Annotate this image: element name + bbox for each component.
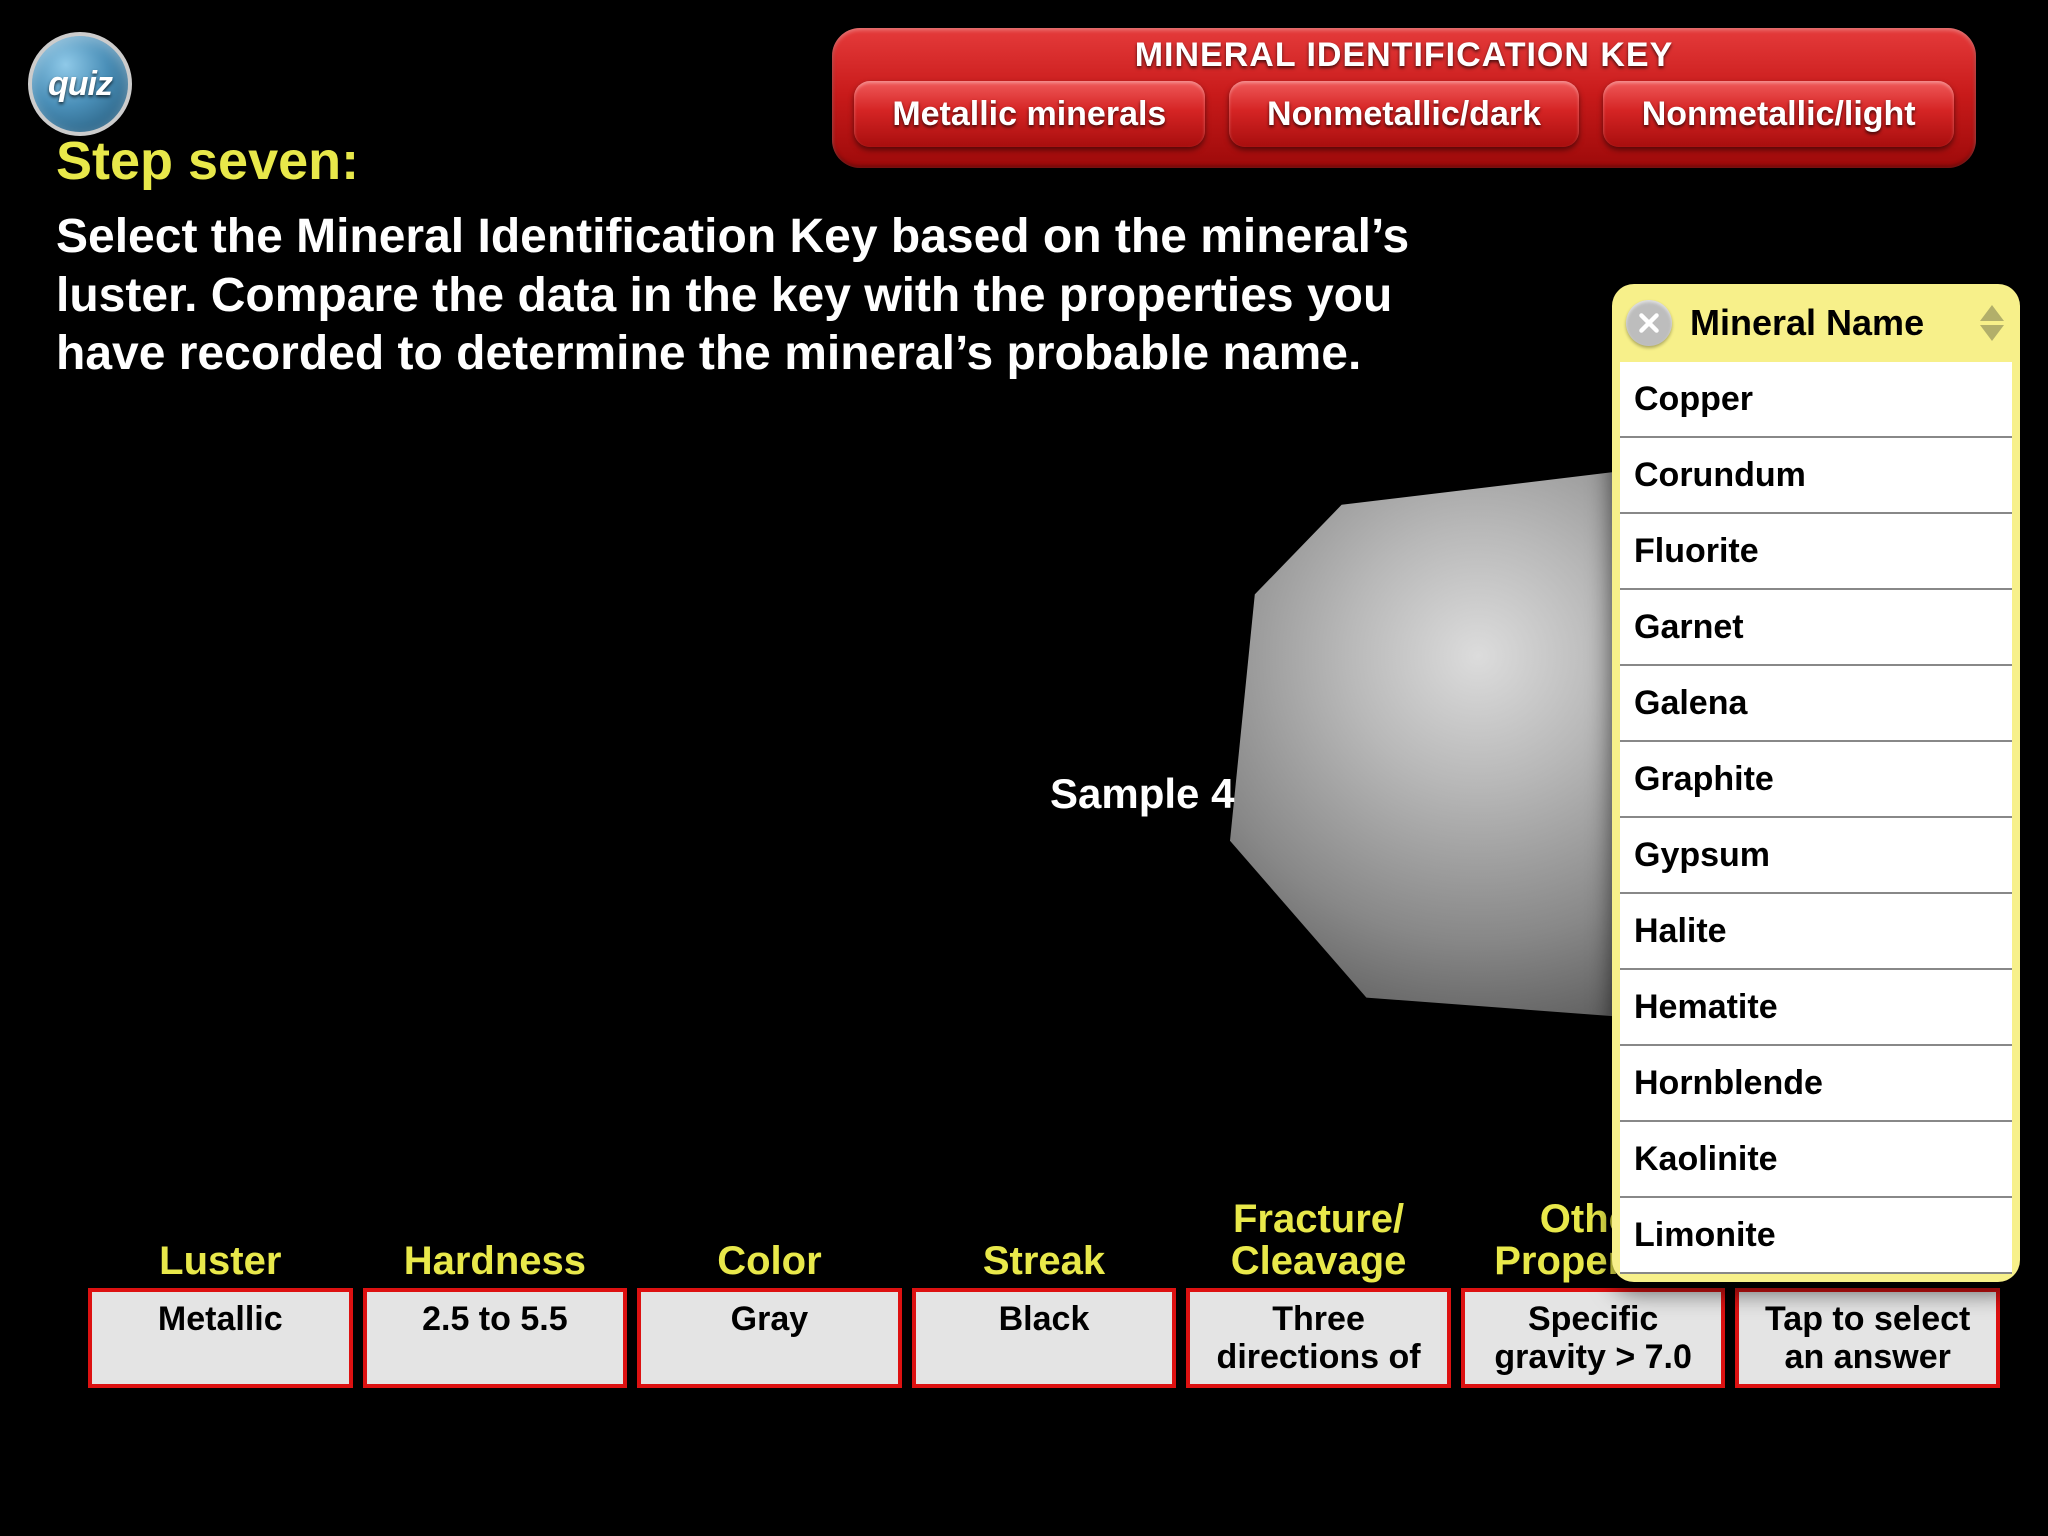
cell-color[interactable]: Gray: [637, 1288, 902, 1388]
mineral-name-panel: Mineral Name Chalcopyrite Copper Corundu…: [1612, 284, 2020, 1282]
step-title: Step seven:: [56, 130, 359, 192]
close-icon[interactable]: [1626, 300, 1672, 346]
mineral-item[interactable]: Hornblende: [1620, 1046, 2012, 1122]
mineral-panel-title: Mineral Name: [1690, 302, 1960, 344]
header-fracture-cleavage: Fracture/ Cleavage: [1186, 1198, 1451, 1282]
quiz-badge[interactable]: quiz: [28, 32, 132, 136]
cell-fracture-cleavage[interactable]: Three directions of: [1186, 1288, 1451, 1388]
key-btn-nonmetallic-light[interactable]: Nonmetallic/light: [1603, 81, 1954, 147]
sample-label: Sample 4: [1050, 770, 1234, 818]
mineral-item[interactable]: Galena: [1620, 666, 2012, 742]
mineral-item[interactable]: Halite: [1620, 894, 2012, 970]
cell-hardness[interactable]: 2.5 to 5.5: [363, 1288, 628, 1388]
mineral-item[interactable]: Copper: [1620, 362, 2012, 438]
cell-answer-select[interactable]: Tap to select an answer: [1735, 1288, 2000, 1388]
header-color: Color: [637, 1198, 902, 1282]
cell-streak[interactable]: Black: [912, 1288, 1177, 1388]
mineral-item[interactable]: Kaolinite: [1620, 1122, 2012, 1198]
header-luster: Luster: [88, 1198, 353, 1282]
mineral-item[interactable]: Hematite: [1620, 970, 2012, 1046]
key-bar-title: MINERAL IDENTIFICATION KEY: [854, 36, 1954, 75]
mineral-item[interactable]: Corundum: [1620, 438, 2012, 514]
mineral-item[interactable]: Gypsum: [1620, 818, 2012, 894]
mineral-item[interactable]: Fluorite: [1620, 514, 2012, 590]
cell-luster[interactable]: Metallic: [88, 1288, 353, 1388]
header-streak: Streak: [912, 1198, 1177, 1282]
mineral-id-key-bar: MINERAL IDENTIFICATION KEY Metallic mine…: [832, 28, 1976, 168]
key-btn-nonmetallic-dark[interactable]: Nonmetallic/dark: [1229, 81, 1580, 147]
mineral-list[interactable]: Chalcopyrite Copper Corundum Fluorite Ga…: [1620, 362, 2012, 1274]
property-cells: Metallic 2.5 to 5.5 Gray Black Three dir…: [88, 1288, 2000, 1388]
quiz-badge-label: quiz: [48, 65, 112, 104]
header-hardness: Hardness: [363, 1198, 628, 1282]
cell-other-properties[interactable]: Specific gravity > 7.0: [1461, 1288, 1726, 1388]
mineral-item[interactable]: Garnet: [1620, 590, 2012, 666]
mineral-item[interactable]: Limonite: [1620, 1198, 2012, 1274]
sort-icon[interactable]: [1978, 301, 2006, 345]
mineral-panel-header: Mineral Name: [1612, 284, 2020, 362]
step-instructions: Select the Mineral Identification Key ba…: [56, 208, 1416, 384]
mineral-item[interactable]: Graphite: [1620, 742, 2012, 818]
key-bar-buttons: Metallic minerals Nonmetallic/dark Nonme…: [854, 81, 1954, 147]
key-btn-metallic[interactable]: Metallic minerals: [854, 81, 1205, 147]
